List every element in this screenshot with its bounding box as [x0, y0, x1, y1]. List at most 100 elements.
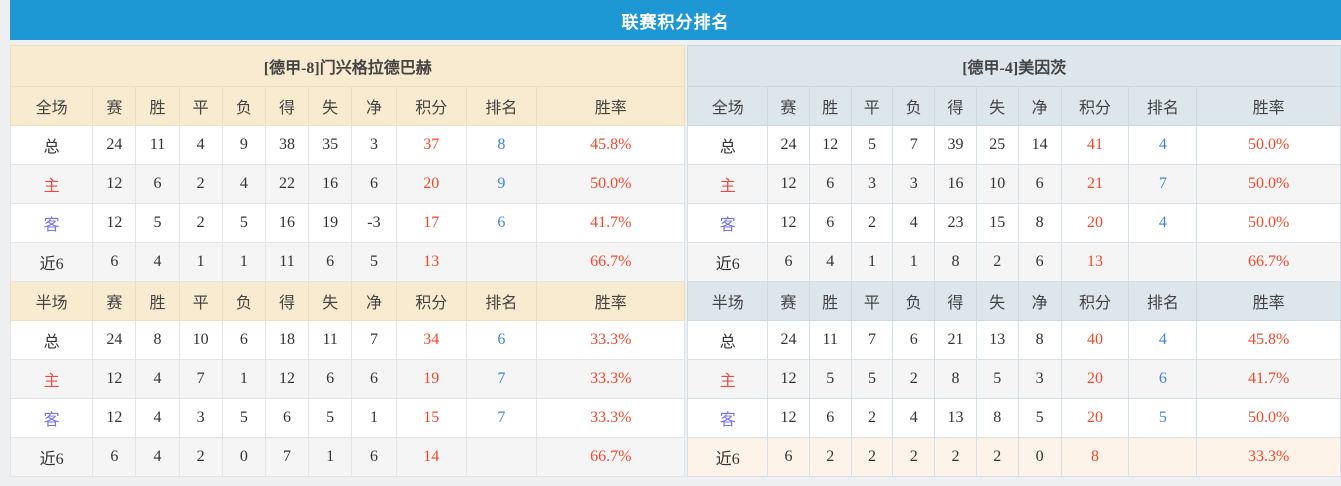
cell-points: 20 — [1060, 203, 1130, 243]
cell-goals-against: 2 — [975, 242, 1019, 282]
col-header: 胜率 — [1196, 86, 1341, 126]
cell-win-rate: 66.7% — [535, 242, 686, 282]
table-row: 客 12 6 2 4 23 15 8 20 4 50.0% — [687, 203, 1341, 243]
col-header: 胜率 — [1196, 281, 1341, 321]
cell-points: 13 — [1060, 242, 1130, 282]
col-header: 排名 — [1128, 281, 1198, 321]
row-label: 客 — [9, 398, 94, 438]
cell-wins: 5 — [135, 203, 180, 243]
tables-container: [德甲-8]门兴格拉德巴赫 全场赛胜平负得失净积分 排名 胜率总 24 11 4 9 38 35 3… — [9, 45, 1341, 477]
team-header: [德甲-8]门兴格拉德巴赫 — [9, 45, 686, 87]
cell-rank: 4 — [1128, 320, 1198, 360]
team-header: [德甲-4]美因茨 — [687, 45, 1341, 87]
cell-goals-against: 5 — [975, 359, 1019, 399]
row-label: 客 — [9, 203, 94, 243]
cell-games: 12 — [92, 203, 137, 243]
cell-losses: 6 — [221, 320, 266, 360]
table-row: 总 24 11 4 9 38 35 3 37 8 45.8% — [9, 125, 686, 165]
cell-goals-against: 19 — [308, 203, 353, 243]
cell-rank — [1128, 437, 1198, 477]
cell-goals-against: 8 — [975, 398, 1019, 438]
cell-goal-diff: 6 — [1017, 164, 1062, 204]
cell-goals-for: 13 — [934, 398, 977, 438]
col-header: 净 — [351, 86, 397, 126]
cell-draws: 1 — [178, 242, 223, 282]
cell-wins: 4 — [808, 242, 852, 282]
cell-goals-for: 22 — [264, 164, 310, 204]
col-header: 积分 — [395, 86, 467, 126]
cell-rank: 6 — [465, 203, 538, 243]
cell-losses: 0 — [221, 437, 266, 477]
cell-goals-for: 7 — [264, 437, 310, 477]
cell-goals-against: 10 — [975, 164, 1019, 204]
widget-title-bar: 联赛积分排名 — [10, 0, 1341, 40]
cell-rank: 6 — [1128, 359, 1198, 399]
cell-draws: 2 — [178, 203, 223, 243]
cell-rank: 7 — [465, 398, 538, 438]
col-header: 得 — [264, 281, 310, 321]
cell-goals-against: 5 — [308, 398, 353, 438]
cell-wins: 4 — [135, 359, 180, 399]
cell-games: 24 — [92, 125, 137, 165]
cell-goals-for: 16 — [934, 164, 977, 204]
table-row: 近6 6 2 2 2 2 2 0 8 33.3% — [687, 437, 1341, 477]
cell-wins: 4 — [135, 242, 180, 282]
col-header: 胜率 — [535, 86, 686, 126]
cell-losses: 1 — [221, 242, 266, 282]
cell-games: 12 — [92, 398, 137, 438]
cell-wins: 6 — [808, 398, 852, 438]
col-header: 净 — [351, 281, 397, 321]
cell-goals-against: 13 — [975, 320, 1019, 360]
cell-win-rate: 33.3% — [535, 398, 686, 438]
table-row: 客 12 4 3 5 6 5 1 15 7 33.3% — [9, 398, 686, 438]
cell-losses: 1 — [221, 359, 266, 399]
col-header: 得 — [934, 281, 977, 321]
cell-win-rate: 50.0% — [1196, 203, 1341, 243]
col-header: 负 — [892, 86, 936, 126]
col-header: 胜 — [135, 86, 180, 126]
cell-goal-diff: 8 — [1017, 320, 1062, 360]
cell-goal-diff: 8 — [1017, 203, 1062, 243]
cell-points: 20 — [1060, 398, 1130, 438]
table-row: 总 24 8 10 6 18 11 7 34 6 33.3% — [9, 320, 686, 360]
cell-games: 12 — [767, 203, 810, 243]
cell-goals-for: 23 — [934, 203, 977, 243]
cell-goal-diff: 5 — [351, 242, 397, 282]
cell-points: 17 — [395, 203, 467, 243]
table-row: 主 12 6 3 3 16 10 6 21 7 50.0% — [687, 164, 1341, 204]
table-row: 近6 6 4 1 1 8 2 6 13 66.7% — [687, 242, 1341, 282]
col-header: 排名 — [465, 86, 538, 126]
table-row: 总 24 11 7 6 21 13 8 40 4 45.8% — [687, 320, 1341, 360]
column-header-row: 全场赛胜平负得失净积分 排名 胜率 — [9, 86, 686, 126]
cell-goal-diff: 6 — [1017, 242, 1062, 282]
col-header: 半场 — [9, 281, 94, 321]
cell-rank: 7 — [465, 359, 538, 399]
cell-goals-for: 21 — [934, 320, 977, 360]
cell-goal-diff: 1 — [351, 398, 397, 438]
cell-goal-diff: 0 — [1017, 437, 1062, 477]
home-team-pane: [德甲-8]门兴格拉德巴赫 全场赛胜平负得失净积分 排名 胜率总 24 11 4 9 38 35 3… — [9, 45, 687, 477]
cell-wins: 4 — [135, 437, 180, 477]
cell-wins: 2 — [808, 437, 852, 477]
cell-goals-for: 2 — [934, 437, 977, 477]
cell-rank — [1128, 242, 1198, 282]
cell-losses: 4 — [221, 164, 266, 204]
cell-points: 34 — [395, 320, 467, 360]
cell-points: 20 — [395, 164, 467, 204]
cell-draws: 3 — [178, 398, 223, 438]
cell-draws: 2 — [850, 203, 894, 243]
cell-draws: 10 — [178, 320, 223, 360]
row-label: 近6 — [9, 242, 94, 282]
cell-goals-against: 15 — [975, 203, 1019, 243]
cell-win-rate: 66.7% — [1196, 242, 1341, 282]
cell-rank: 8 — [465, 125, 538, 165]
table-row: 总 24 12 5 7 39 25 14 41 4 50.0% — [687, 125, 1341, 165]
col-header: 得 — [264, 86, 310, 126]
cell-draws: 5 — [850, 125, 894, 165]
col-header: 半场 — [687, 281, 769, 321]
cell-goals-against: 25 — [975, 125, 1019, 165]
cell-wins: 6 — [808, 203, 852, 243]
cell-points: 21 — [1060, 164, 1130, 204]
col-header: 胜 — [808, 86, 852, 126]
col-header: 平 — [850, 86, 894, 126]
